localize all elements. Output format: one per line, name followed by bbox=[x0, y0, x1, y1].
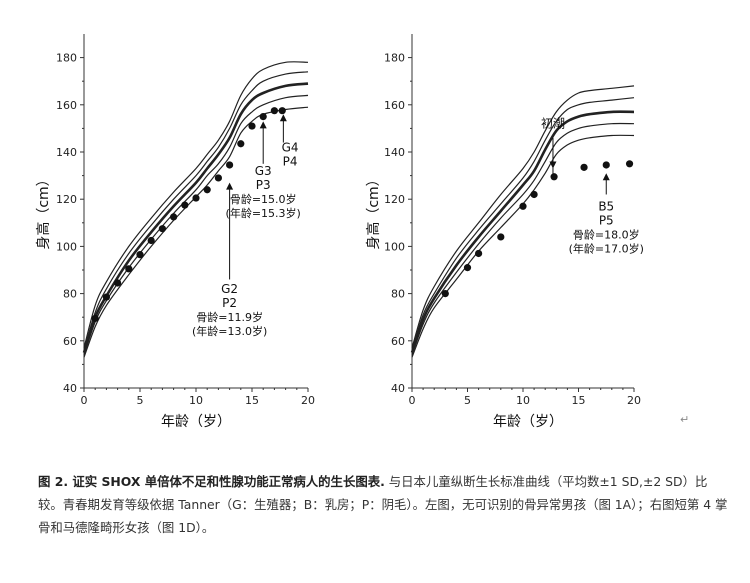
left-ytick-label: 60 bbox=[63, 335, 77, 348]
left-ytick-label: 140 bbox=[56, 146, 77, 159]
right-xtick-label: 15 bbox=[572, 394, 586, 407]
right-xtick-label: 5 bbox=[464, 394, 471, 407]
left-reference-curve-2 bbox=[83, 71, 309, 351]
left-annotation-text: P3 bbox=[256, 178, 271, 192]
left-annotation-text: G3 bbox=[255, 164, 272, 178]
left-data-point bbox=[237, 140, 245, 148]
left-annotation-text: (年龄=15.3岁) bbox=[226, 206, 301, 220]
left-ytick-label: 180 bbox=[56, 52, 77, 65]
right-reference-curve-2 bbox=[411, 97, 635, 351]
right-ytick-label: 40 bbox=[391, 382, 405, 395]
growth-chart-left: 40 60 80 100 120 140 160 180 0 5 10 15 20 年龄（岁） 身高（cm）… bbox=[35, 34, 315, 430]
left-ytick-label: 40 bbox=[63, 382, 77, 395]
left-annotation-arrowhead bbox=[259, 121, 267, 129]
right-xtick-label: 10 bbox=[516, 394, 530, 407]
right-data-point bbox=[602, 161, 610, 169]
right-data-point bbox=[625, 160, 634, 168]
right-reference-curve-1 bbox=[411, 85, 635, 349]
left-data-point bbox=[192, 194, 200, 202]
left-reference-curve-1 bbox=[83, 61, 309, 349]
caption-text: 与日本儿童纵断生长标准曲线（平均数±1 SD,±2 SD）比较。青春期发育等级依… bbox=[38, 474, 728, 535]
right-ytick-label: 120 bbox=[384, 193, 405, 206]
left-annotation-text: P4 bbox=[283, 154, 298, 168]
left-x-axis-title: 年龄（岁） bbox=[161, 414, 231, 430]
left-data-point bbox=[278, 107, 286, 115]
left-annotation-text: G2 bbox=[221, 282, 238, 296]
left-annotation-arrowhead bbox=[279, 114, 287, 122]
right-data-point bbox=[550, 173, 558, 181]
left-annotation-text: G4 bbox=[282, 140, 299, 154]
left-data-point bbox=[214, 174, 222, 182]
left-xtick-label: 5 bbox=[137, 394, 144, 407]
left-y-axis-title: 身高（cm） bbox=[35, 172, 52, 249]
right-annotation-arrowhead bbox=[549, 161, 557, 169]
left-data-point bbox=[203, 186, 211, 194]
right-data-point bbox=[463, 264, 472, 272]
right-annotation-text: (年龄=17.0岁) bbox=[569, 241, 644, 255]
left-data-point bbox=[248, 122, 256, 130]
return-mark: ↵ bbox=[680, 413, 689, 426]
right-reference-curve-3 bbox=[410, 110, 635, 354]
growth-chart-right: 40 60 80 100 120 140 160 180 0 5 10 15 20 年龄（岁） 身高（cm）… bbox=[365, 34, 644, 430]
right-ytick-label: 180 bbox=[384, 52, 405, 65]
right-data-point bbox=[519, 202, 527, 210]
right-x-axis-title: 年龄（岁） bbox=[493, 414, 563, 430]
right-xtick-label: 20 bbox=[627, 394, 641, 407]
left-annotation-arrowhead bbox=[226, 182, 234, 190]
left-reference-curve-4 bbox=[83, 94, 309, 356]
right-data-point bbox=[475, 249, 483, 258]
right-reference-curve-5 bbox=[411, 134, 635, 358]
left-data-point bbox=[91, 314, 99, 322]
left-data-point bbox=[181, 201, 189, 209]
right-annotation-text: B5 bbox=[598, 199, 614, 213]
left-reference-curve-3 bbox=[82, 82, 309, 353]
right-ytick-label: 140 bbox=[384, 146, 405, 159]
right-ytick-label: 100 bbox=[384, 240, 405, 253]
right-annotation-text: 初潮 bbox=[541, 116, 565, 131]
right-ytick-label: 80 bbox=[391, 288, 405, 301]
left-xtick-label: 10 bbox=[189, 394, 203, 407]
right-xtick-label: 0 bbox=[409, 394, 416, 407]
left-xtick-label: 20 bbox=[301, 394, 315, 407]
left-annotation-text: 骨龄=11.9岁 bbox=[196, 310, 263, 324]
left-ytick-label: 80 bbox=[63, 288, 77, 301]
left-data-point bbox=[158, 225, 166, 233]
left-data-point bbox=[136, 251, 144, 259]
right-data-point bbox=[497, 233, 505, 241]
left-data-point bbox=[270, 107, 278, 115]
right-annotation-arrowhead bbox=[602, 173, 610, 181]
left-annotation-text: (年龄=13.0岁) bbox=[192, 324, 267, 338]
left-ytick-label: 120 bbox=[56, 193, 77, 206]
right-ytick-label: 60 bbox=[391, 335, 405, 348]
right-data-point bbox=[530, 190, 538, 199]
left-data-point bbox=[125, 265, 133, 273]
right-data-point bbox=[580, 163, 588, 171]
right-reference-curve-4 bbox=[411, 122, 635, 356]
left-reference-curve-5 bbox=[83, 106, 309, 358]
caption-title: 图 2. 证实 SHOX 单倍体不足和性腺功能正常病人的生长图表. bbox=[38, 474, 385, 489]
left-xtick-label: 0 bbox=[81, 394, 88, 407]
left-xtick-label: 15 bbox=[245, 394, 259, 407]
left-data-point bbox=[259, 113, 267, 121]
right-annotation-text: 骨龄=18.0岁 bbox=[573, 227, 640, 241]
left-data-point bbox=[170, 213, 178, 221]
left-ytick-label: 100 bbox=[56, 240, 77, 253]
left-annotation-text: P2 bbox=[222, 296, 237, 310]
left-annotation-text: 骨龄=15.0岁 bbox=[230, 192, 297, 206]
left-ytick-label: 160 bbox=[56, 99, 77, 112]
figure-caption: 图 2. 证实 SHOX 单倍体不足和性腺功能正常病人的生长图表. 与日本儿童纵… bbox=[38, 470, 728, 539]
left-data-point bbox=[114, 279, 122, 287]
right-y-axis-title: 身高（cm） bbox=[365, 172, 382, 249]
right-annotation-text: P5 bbox=[599, 213, 614, 227]
right-ytick-label: 160 bbox=[384, 99, 405, 112]
left-data-point bbox=[226, 161, 234, 169]
right-data-point bbox=[441, 290, 449, 298]
left-data-point bbox=[102, 293, 110, 301]
left-data-point bbox=[147, 236, 155, 245]
